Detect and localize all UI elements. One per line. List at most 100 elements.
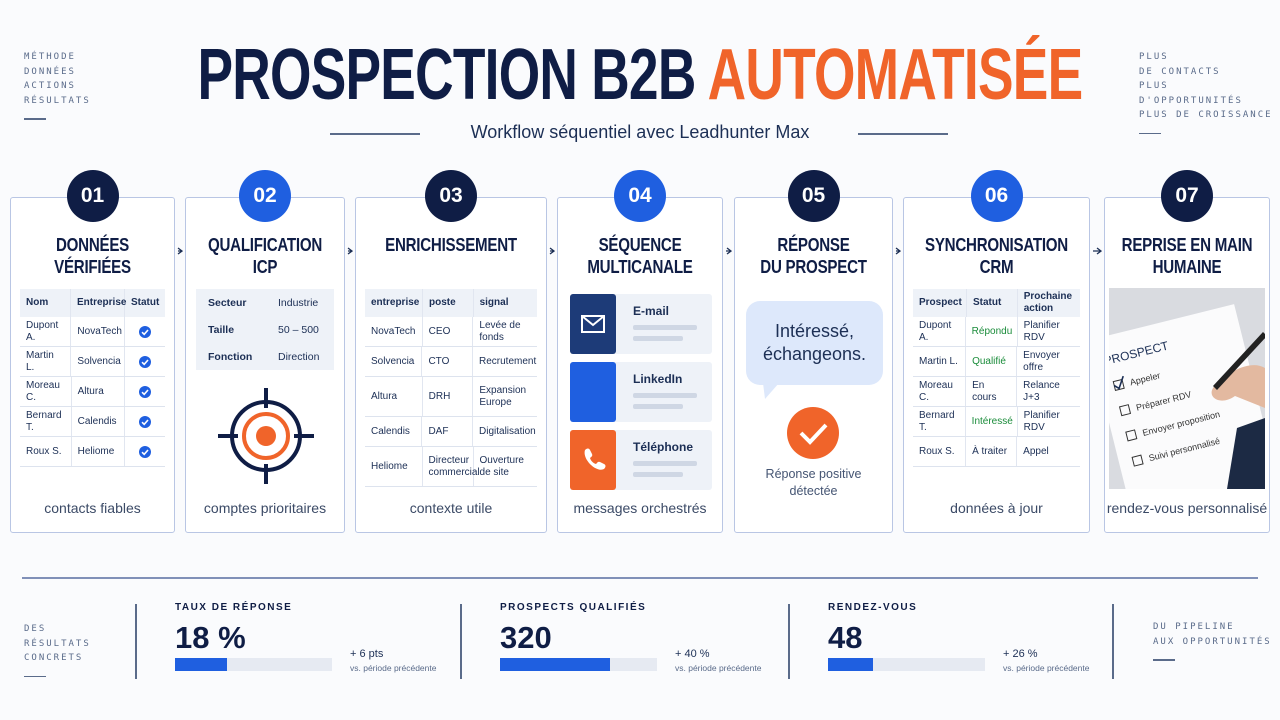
channel: E-mail: [570, 294, 712, 354]
check-icon: [139, 445, 152, 458]
side-line: DES: [24, 624, 47, 634]
arrow: [726, 247, 732, 255]
check-icon: [139, 325, 152, 338]
table-cell: Intéressé: [966, 407, 1018, 436]
table-cell: Dupont A.: [20, 317, 72, 346]
side-line: DU PIPELINE: [1153, 622, 1235, 632]
table-cell: DRH: [423, 377, 474, 416]
step-title-line: DU PROSPECT: [760, 257, 867, 277]
phone: [584, 448, 606, 470]
table-header: entreprise poste signal: [365, 289, 537, 317]
table-row: NovaTech CEO Levée de fonds: [365, 317, 537, 347]
kpi-label: TAUX DE RÉPONSE: [175, 602, 293, 613]
step-number: 02: [239, 170, 291, 222]
crosshair: [218, 388, 314, 484]
column-header: poste: [423, 289, 474, 317]
step-title-line: QUALIFICATION: [207, 235, 323, 255]
kpi-delta: + 6 pts: [350, 648, 384, 660]
title-space: [696, 35, 708, 115]
title-accent: AUTOMATISÉE: [707, 35, 1083, 115]
channel-glyph: [570, 362, 616, 422]
bubble-tail: [763, 383, 779, 399]
channel: Téléphone: [570, 430, 712, 490]
channel-glyph: [584, 448, 606, 470]
table-header: Nom Entreprise Statut: [20, 289, 165, 317]
table-cell: Martin L.: [20, 347, 72, 376]
table-cell: Moreau C.: [20, 377, 72, 406]
table-row: Dupont A. Répondu Planifier RDV: [913, 317, 1080, 347]
column-header: Statut: [131, 297, 160, 308]
table-cell: Recrutement: [479, 355, 537, 367]
arrow: [1093, 247, 1102, 255]
channel-glyph: [581, 315, 605, 333]
column-header: Prospect: [913, 289, 967, 317]
side-line: ACTIONS: [24, 81, 76, 91]
placeholder-bar: [633, 393, 697, 398]
subtitle: Workflow séquentiel avec Leadhunter Max: [470, 122, 810, 142]
table-cell: Appel: [1023, 445, 1049, 457]
pen: [1213, 332, 1265, 390]
step-caption: contacts fiables: [44, 500, 141, 516]
step-title: ENRICHISSEMENT: [356, 234, 546, 256]
check-icon: [139, 385, 152, 398]
kpi-note: vs. période précédente: [1003, 663, 1090, 673]
table-cell: [125, 317, 165, 346]
side-line: RÉSULTATS: [24, 638, 91, 649]
step-title-line: ICP: [252, 257, 278, 277]
table-cell: Directeur commercial: [423, 447, 480, 486]
side-line: DONNÉES: [24, 66, 76, 77]
field-row: Fonction Direction: [196, 343, 334, 370]
step-caption: messages orchestrés: [573, 500, 707, 516]
column-header: Nom: [20, 289, 71, 317]
table-row: Solvencia CTO Recrutement: [365, 347, 537, 377]
table-cell: Ouverture de site: [479, 454, 524, 478]
check-glyph: [141, 328, 149, 335]
step-title-line: MULTICANALE: [587, 257, 693, 277]
check-path: [141, 328, 149, 335]
field-key: Fonction: [208, 350, 253, 363]
side-line: AUX OPPORTUNITÉS: [1153, 636, 1272, 647]
table-row: Dupont A. NovaTech: [20, 317, 165, 347]
check-glyph: [141, 418, 149, 425]
divider: [460, 604, 462, 679]
table-row: Martin L. Solvencia: [20, 347, 165, 377]
result-text: Réponse positive détectée: [735, 466, 892, 500]
kpi-label: RENDEZ-VOUS: [828, 602, 918, 613]
step-card: 07 REPRISE EN MAIN HUMAINE rendez-vous pers…: [1104, 170, 1270, 533]
table: Prospect Statut Prochaine action Dupont A. R…: [913, 289, 1080, 467]
field-row: Secteur Industrie: [196, 289, 334, 316]
dash: [1139, 132, 1161, 134]
placeholder-bar: [633, 325, 697, 330]
check-path: [141, 418, 149, 425]
channel: LinkedIn: [570, 362, 712, 422]
checkbox: [1118, 404, 1132, 417]
kpi-bar-fill: [828, 658, 873, 671]
table-cell: Roux S.: [20, 437, 72, 466]
step-title-line: ENRICHISSEMENT: [385, 235, 517, 255]
step-title-line: SYNCHRONISATION: [925, 235, 1068, 255]
table-cell: Digitalisation: [479, 425, 536, 437]
check-glyph: [141, 358, 149, 365]
check-path: [141, 388, 149, 395]
table-cell: [125, 407, 165, 436]
dash: [24, 118, 46, 120]
step-title: DONNÉES VÉRIFIÉES: [11, 234, 174, 278]
step-number: 04: [614, 170, 666, 222]
step-title-line: CRM: [979, 257, 1014, 277]
column-header: signal: [479, 297, 509, 308]
table-cell: En cours: [966, 377, 1018, 406]
side-line: CONCRETS: [24, 653, 84, 663]
arrow-shape: [726, 247, 732, 255]
step-title-line: DONNÉES: [55, 235, 130, 255]
envelope-flap: [581, 315, 605, 327]
table-cell: Planifier RDV: [1023, 409, 1060, 433]
step-caption: comptes prioritaires: [203, 500, 327, 516]
field-key: Secteur: [208, 296, 247, 309]
title-main: PROSPECTION B2B: [197, 35, 697, 115]
table-cell: NovaTech: [71, 317, 126, 346]
arrow: [177, 247, 183, 255]
step-number: 07: [1161, 170, 1213, 222]
kpi-bar-fill: [500, 658, 610, 671]
step-number: 06: [970, 170, 1023, 222]
